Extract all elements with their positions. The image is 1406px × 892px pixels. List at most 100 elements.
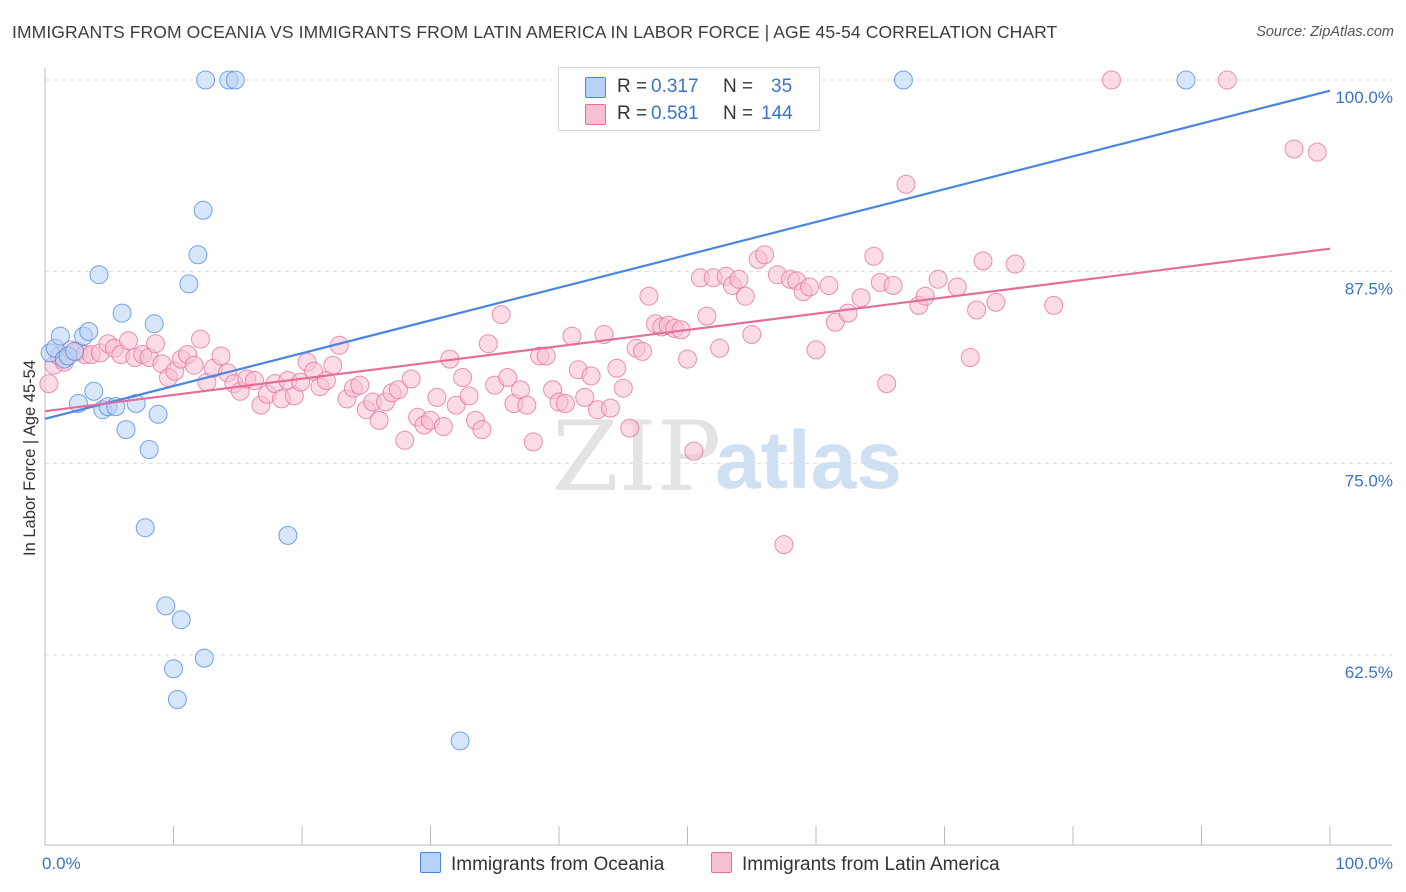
point-oceania <box>156 596 176 616</box>
point-oceania <box>893 70 913 90</box>
trend-lines <box>44 89 1331 420</box>
point-latin-america <box>498 368 518 387</box>
point-oceania <box>50 326 70 346</box>
point-latin-america <box>851 288 871 308</box>
point-latin-america <box>478 334 498 354</box>
axes: 100.0% 87.5% 75.0% 62.5% 0.0% 100.0% <box>42 68 1393 873</box>
point-latin-america <box>800 277 820 297</box>
point-latin-america <box>369 410 389 430</box>
point-latin-america <box>119 331 138 351</box>
point-latin-america <box>446 395 466 415</box>
legend-row-oceania: R = 0.317 N = 35 <box>559 74 819 100</box>
y-tick-label: 87.5% <box>1345 280 1393 299</box>
point-latin-america <box>146 334 165 354</box>
point-latin-america <box>427 387 447 407</box>
point-latin-america <box>973 251 993 271</box>
point-oceania <box>79 322 99 341</box>
chart-source: Source: ZipAtlas.com <box>1256 24 1394 40</box>
point-latin-america <box>401 369 421 389</box>
trend-line-latin-america <box>44 247 1331 413</box>
point-latin-america <box>678 349 697 369</box>
y-tick-label: 75.0% <box>1345 471 1393 490</box>
point-latin-america <box>323 355 343 375</box>
legend-n-label: N = <box>723 103 754 124</box>
point-oceania <box>193 200 213 220</box>
legend-swatch-latin-america <box>585 104 606 125</box>
point-latin-america <box>39 374 59 394</box>
point-latin-america <box>211 346 231 366</box>
point-oceania <box>188 245 208 265</box>
point-latin-america <box>575 387 595 407</box>
y-tick-label: 62.5% <box>1345 663 1393 682</box>
point-latin-america <box>883 276 903 295</box>
watermark: ZIP atlas <box>552 401 902 513</box>
point-oceania <box>164 659 183 679</box>
bottom-legend-label-latin-america: Immigrants from Latin America <box>742 854 1000 875</box>
point-oceania <box>135 518 155 538</box>
trend-line-oceania <box>44 89 1331 420</box>
point-oceania <box>225 70 245 90</box>
y-tick-label: 100.0% <box>1335 88 1393 107</box>
point-oceania <box>450 731 470 751</box>
point-latin-america <box>1284 139 1304 159</box>
point-oceania <box>112 303 132 323</box>
x-tick-label-min: 0.0% <box>42 854 81 873</box>
point-latin-america <box>620 418 640 438</box>
point-latin-america <box>395 430 415 450</box>
point-latin-america <box>517 395 537 415</box>
point-oceania <box>196 70 216 90</box>
point-latin-america <box>633 341 652 361</box>
point-oceania <box>179 274 199 294</box>
point-oceania <box>171 610 191 630</box>
legend-n-value-oceania: 35 <box>771 76 793 97</box>
point-latin-america <box>1005 254 1025 274</box>
watermark-atlas: atlas <box>715 415 902 506</box>
point-latin-america <box>819 276 839 295</box>
chart-title: IMMIGRANTS FROM OCEANIA VS IMMIGRANTS FR… <box>12 22 1058 42</box>
point-latin-america <box>697 306 717 326</box>
correlation-legend: R = 0.317 N = 35 R = 0.581 N = 144 <box>558 67 820 131</box>
legend-n-label: N = <box>723 76 754 97</box>
point-oceania <box>144 314 164 334</box>
point-latin-america <box>896 174 916 194</box>
point-latin-america <box>774 535 794 555</box>
point-latin-america <box>555 394 575 413</box>
legend-r-value-latin-america: 0.581 <box>651 103 699 124</box>
point-latin-america <box>735 286 755 306</box>
point-latin-america <box>967 300 987 320</box>
legend-r-label: R = <box>617 103 648 124</box>
legend-r-value-oceania: 0.317 <box>651 76 699 97</box>
point-latin-america <box>838 303 858 323</box>
bottom-legend-swatch-oceania <box>420 852 441 873</box>
point-latin-america <box>388 380 408 400</box>
point-latin-america <box>1102 70 1121 90</box>
point-latin-america <box>986 292 1006 312</box>
point-latin-america <box>245 371 264 390</box>
point-oceania <box>89 265 109 285</box>
point-latin-america <box>1307 142 1327 162</box>
point-oceania <box>167 690 187 709</box>
point-latin-america <box>600 398 620 418</box>
point-latin-america <box>947 277 967 297</box>
point-latin-america <box>562 326 582 346</box>
data-points <box>39 70 1327 751</box>
point-latin-america <box>184 355 204 375</box>
point-oceania <box>84 381 104 401</box>
point-latin-america <box>825 312 845 332</box>
point-oceania <box>194 648 214 668</box>
legend-row-latin-america: R = 0.581 N = 144 <box>559 101 819 127</box>
bottom-legend-label-oceania: Immigrants from Oceania <box>451 854 665 875</box>
point-latin-america <box>581 366 601 386</box>
point-oceania <box>139 440 159 459</box>
bottom-legend-swatch-latin-america <box>711 852 732 873</box>
legend-r-label: R = <box>617 76 648 97</box>
point-oceania <box>65 341 85 361</box>
point-latin-america <box>755 245 775 265</box>
point-latin-america <box>613 378 633 398</box>
point-latin-america <box>472 420 492 440</box>
point-latin-america <box>433 417 453 436</box>
point-latin-america <box>742 325 762 344</box>
point-latin-america <box>639 286 659 306</box>
point-latin-america <box>710 338 730 358</box>
point-latin-america <box>523 432 543 452</box>
